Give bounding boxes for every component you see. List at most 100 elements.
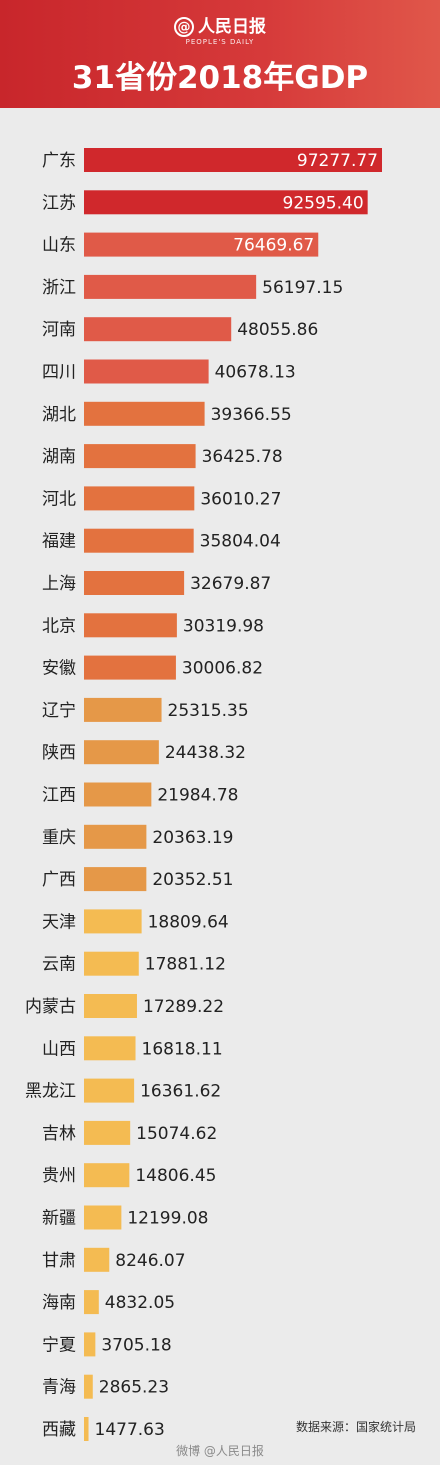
category-label: 黑龙江	[25, 1082, 76, 1102]
value-label: 32679.87	[190, 574, 271, 594]
value-label: 24438.32	[165, 743, 246, 763]
bar	[84, 994, 137, 1018]
category-label: 新疆	[42, 1209, 76, 1229]
bar	[84, 613, 177, 638]
value-label: 20363.19	[152, 828, 233, 848]
value-label: 36010.27	[200, 489, 281, 509]
value-label: 36425.78	[202, 447, 283, 467]
category-label: 青海	[42, 1378, 76, 1398]
category-label: 甘肃	[42, 1251, 76, 1271]
bar	[84, 1417, 89, 1441]
value-label: 4832.05	[105, 1293, 175, 1313]
value-label: 2865.23	[99, 1378, 169, 1398]
bar	[84, 1036, 136, 1061]
bar	[84, 782, 152, 807]
header-banner: @ 人民日报 PEOPLE'S DAILY 31省份2018年GDP	[0, 0, 440, 108]
bar	[84, 571, 185, 595]
data-source: 数据来源：国家统计局	[295, 1420, 416, 1434]
category-label: 内蒙古	[25, 997, 76, 1017]
value-label: 35804.04	[200, 532, 281, 552]
category-label: 江西	[42, 786, 76, 806]
bar	[84, 359, 209, 384]
category-label: 天津	[42, 912, 76, 932]
value-label: 39366.55	[211, 405, 292, 425]
value-label: 40678.13	[215, 363, 296, 383]
value-label: 20352.51	[152, 870, 233, 890]
category-label: 福建	[42, 532, 76, 552]
value-label: 17289.22	[143, 997, 224, 1017]
bar	[84, 951, 139, 976]
value-label: 92595.40	[283, 193, 364, 213]
value-label: 3705.18	[101, 1335, 171, 1355]
people-daily-logo: @ 人民日报 PEOPLE'S DAILY	[0, 16, 440, 46]
at-icon: @	[174, 17, 194, 37]
category-label: 河南	[42, 320, 76, 340]
bar	[84, 274, 257, 299]
value-label: 8246.07	[115, 1251, 185, 1271]
category-label: 湖南	[42, 447, 76, 467]
category-label: 海南	[42, 1293, 76, 1313]
value-label: 30319.98	[183, 616, 264, 636]
value-label: 30006.82	[182, 659, 263, 679]
bar	[84, 909, 142, 934]
bar	[84, 824, 147, 849]
bar	[84, 1247, 110, 1272]
value-label: 16818.11	[142, 1039, 223, 1059]
bar	[84, 1332, 96, 1357]
bar	[84, 148, 382, 172]
category-label: 河北	[42, 489, 76, 509]
category-label: 山西	[42, 1039, 76, 1059]
bar	[84, 1120, 131, 1145]
category-label: 宁夏	[42, 1335, 76, 1355]
category-label: 广西	[42, 870, 76, 890]
category-label: 贵州	[42, 1166, 76, 1186]
category-label: 北京	[42, 616, 76, 636]
logo-subtext: PEOPLE'S DAILY	[185, 38, 255, 46]
category-label: 云南	[42, 955, 76, 975]
category-label: 辽宁	[42, 701, 76, 721]
bar	[84, 1374, 93, 1399]
logo-text: 人民日报	[198, 17, 266, 37]
value-label: 16361.62	[140, 1082, 221, 1102]
category-label: 四川	[42, 363, 76, 383]
value-label: 76469.67	[233, 236, 314, 256]
bar	[84, 190, 368, 215]
bar	[84, 740, 159, 765]
value-label: 18809.64	[148, 912, 229, 932]
value-label: 12199.08	[127, 1209, 208, 1229]
value-label: 15074.62	[136, 1124, 217, 1144]
category-label: 西藏	[42, 1420, 76, 1440]
value-label: 25315.35	[168, 701, 249, 721]
bar	[84, 401, 205, 426]
bar	[84, 655, 176, 680]
value-label: 17881.12	[145, 955, 226, 975]
bar	[84, 528, 194, 553]
bar	[84, 1290, 99, 1315]
bar	[84, 486, 195, 511]
bar	[84, 1205, 122, 1230]
value-label: 48055.86	[237, 320, 318, 340]
bar	[84, 867, 147, 892]
category-label: 吉林	[42, 1124, 76, 1144]
category-label: 重庆	[42, 828, 76, 848]
value-label: 97277.77	[297, 151, 378, 171]
bar	[84, 1163, 130, 1188]
category-label: 上海	[42, 574, 76, 594]
category-label: 山东	[42, 236, 76, 256]
category-label: 安徽	[42, 659, 76, 679]
weibo-footer: 微博 @人民日报	[176, 1444, 264, 1458]
page-title: 31省份2018年GDP	[71, 60, 369, 96]
bar	[84, 697, 162, 722]
bar	[84, 444, 196, 469]
value-label: 14806.45	[135, 1166, 216, 1186]
value-label: 21984.78	[157, 786, 238, 806]
category-label: 陕西	[42, 743, 76, 763]
category-label: 广东	[42, 151, 76, 171]
category-label: 江苏	[42, 193, 76, 213]
category-label: 湖北	[42, 405, 76, 425]
value-label: 56197.15	[262, 278, 343, 298]
bar	[84, 317, 232, 342]
bar	[84, 1078, 135, 1103]
bar	[84, 232, 319, 257]
